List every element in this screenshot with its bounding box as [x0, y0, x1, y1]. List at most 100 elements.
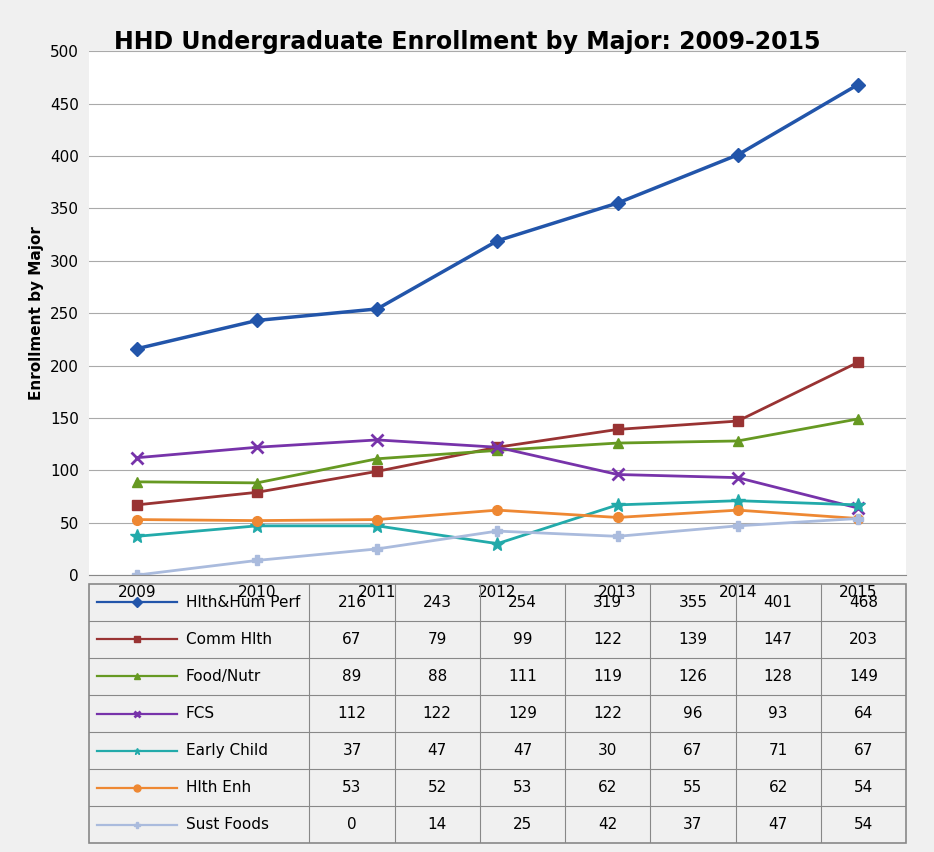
Text: 129: 129 [508, 706, 537, 721]
Sust Foods [853, 514, 864, 524]
Text: 54: 54 [854, 780, 873, 795]
Text: 468: 468 [849, 595, 878, 610]
Text: Comm Hlth: Comm Hlth [186, 632, 272, 647]
Hlth&Hum Perf [251, 315, 262, 325]
Text: 139: 139 [678, 632, 707, 647]
Hlth&Hum Perf [491, 236, 502, 246]
Text: 64: 64 [854, 706, 873, 721]
Text: 254: 254 [508, 595, 537, 610]
Early Child [853, 500, 864, 510]
Hlth Enh [131, 515, 142, 525]
Text: 47: 47 [513, 743, 532, 758]
FCS [491, 442, 502, 452]
Comm Hlth [131, 500, 142, 510]
Sust Foods [612, 531, 623, 541]
Text: FCS: FCS [186, 706, 215, 721]
Line: Hlth Enh: Hlth Enh [132, 505, 863, 526]
Y-axis label: Enrollment by Major: Enrollment by Major [30, 226, 45, 400]
Text: 62: 62 [769, 780, 787, 795]
Early Child [131, 531, 142, 541]
Text: 89: 89 [343, 669, 361, 684]
Text: 67: 67 [854, 743, 873, 758]
Sust Foods [372, 544, 383, 554]
Text: HHD Undergraduate Enrollment by Major: 2009-2015: HHD Undergraduate Enrollment by Major: 2… [114, 30, 820, 54]
Hlth Enh [491, 505, 502, 515]
Early Child [251, 521, 262, 531]
Hlth Enh [853, 514, 864, 524]
Text: 54: 54 [854, 817, 873, 832]
Sust Foods [491, 526, 502, 536]
Text: 55: 55 [684, 780, 702, 795]
Text: 99: 99 [513, 632, 532, 647]
Line: Sust Foods: Sust Foods [132, 514, 863, 580]
Text: Sust Foods: Sust Foods [186, 817, 269, 832]
Text: 25: 25 [513, 817, 532, 832]
Text: 88: 88 [428, 669, 446, 684]
Hlth&Hum Perf [732, 150, 743, 160]
Text: 111: 111 [508, 669, 537, 684]
Text: 93: 93 [769, 706, 788, 721]
Text: Food/Nutr: Food/Nutr [186, 669, 262, 684]
Food/Nutr [372, 453, 383, 463]
Text: 71: 71 [769, 743, 787, 758]
Hlth&Hum Perf [131, 343, 142, 354]
Text: 52: 52 [428, 780, 446, 795]
Text: 122: 122 [593, 632, 622, 647]
Early Child [372, 521, 383, 531]
Food/Nutr [853, 414, 864, 424]
Early Child [491, 538, 502, 549]
Early Child [612, 500, 623, 510]
Text: 67: 67 [343, 632, 361, 647]
Text: 119: 119 [593, 669, 622, 684]
Hlth Enh [251, 515, 262, 526]
Text: Hlth Enh: Hlth Enh [186, 780, 251, 795]
Text: 243: 243 [423, 595, 452, 610]
Comm Hlth [853, 357, 864, 367]
Line: Comm Hlth: Comm Hlth [132, 358, 863, 509]
Text: 96: 96 [683, 706, 702, 721]
Text: 126: 126 [678, 669, 707, 684]
Sust Foods [251, 556, 262, 566]
Text: 128: 128 [764, 669, 793, 684]
Comm Hlth [251, 487, 262, 498]
Text: 122: 122 [593, 706, 622, 721]
Text: 149: 149 [849, 669, 878, 684]
Line: Hlth&Hum Perf: Hlth&Hum Perf [132, 80, 863, 354]
Food/Nutr [612, 438, 623, 448]
Hlth Enh [732, 505, 743, 515]
Text: 53: 53 [513, 780, 532, 795]
Text: 122: 122 [423, 706, 452, 721]
Hlth&Hum Perf [612, 198, 623, 208]
Line: Early Child: Early Child [130, 494, 865, 550]
Food/Nutr [491, 446, 502, 456]
Text: 401: 401 [764, 595, 793, 610]
Text: 53: 53 [343, 780, 361, 795]
Hlth Enh [612, 512, 623, 522]
Text: 147: 147 [764, 632, 793, 647]
Text: 42: 42 [598, 817, 617, 832]
Sust Foods [131, 570, 142, 580]
Text: Hlth&Hum Perf: Hlth&Hum Perf [186, 595, 300, 610]
Text: 47: 47 [428, 743, 446, 758]
FCS [853, 503, 864, 513]
Text: 30: 30 [598, 743, 617, 758]
Line: FCS: FCS [132, 435, 863, 514]
Food/Nutr [131, 477, 142, 487]
Text: 203: 203 [849, 632, 878, 647]
Text: 47: 47 [769, 817, 787, 832]
Line: Food/Nutr: Food/Nutr [132, 414, 863, 487]
Text: 0: 0 [347, 817, 357, 832]
Hlth Enh [372, 515, 383, 525]
Text: 14: 14 [428, 817, 446, 832]
Food/Nutr [732, 436, 743, 446]
Text: Early Child: Early Child [186, 743, 268, 758]
Text: 37: 37 [684, 817, 702, 832]
Text: 112: 112 [337, 706, 366, 721]
Text: 37: 37 [343, 743, 361, 758]
FCS [732, 473, 743, 483]
FCS [251, 442, 262, 452]
Comm Hlth [491, 442, 502, 452]
Early Child [732, 496, 743, 506]
Comm Hlth [372, 466, 383, 476]
FCS [612, 469, 623, 480]
